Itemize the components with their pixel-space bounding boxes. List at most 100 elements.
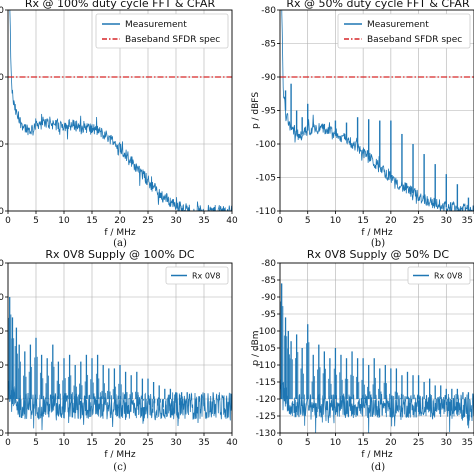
x-tick-label: 0 <box>5 438 11 448</box>
chart-panel-a: 0 5 10 15 20 25 30 35 40 10 00 90 80 Rx @ 100% duty c… <box>0 0 238 249</box>
legend-label: Rx 0V8 <box>192 272 221 281</box>
y-tick-label: 120 <box>0 395 4 405</box>
legend-box <box>337 13 471 49</box>
chart-panel-c: 0 5 10 15 20 25 30 35 40 130 120 110 100 90 80 Rx 0V8 S… <box>0 248 238 473</box>
y-tick-label: -130 <box>256 429 277 439</box>
x-tick-label: 25 <box>413 438 424 448</box>
y-tick-label: -110 <box>256 207 277 217</box>
x-axis-label: f / MHz <box>104 228 135 238</box>
series-measurement <box>9 10 232 211</box>
x-tick-label: 10 <box>330 438 342 448</box>
y-tick-label: 80 <box>0 6 4 16</box>
x-tick-label: 10 <box>58 216 70 226</box>
y-axis-label: p / dBFS <box>251 92 261 129</box>
panel-caption: (d) <box>371 462 385 473</box>
chart-title: Rx @ 100% duty cycle FFT & CFAR <box>25 0 216 10</box>
x-tick-label: 5 <box>33 438 39 448</box>
legend: Measurement Baseband SFDR spec <box>95 13 229 49</box>
chart-panel-b: 0 5 10 15 20 25 30 35 -110 -105 -100 -95 -90 -85 -80 Rx… <box>251 0 474 249</box>
x-tick-label: 25 <box>142 438 153 448</box>
series-measurement <box>281 10 474 211</box>
legend-label: Measurement <box>367 20 429 30</box>
x-tick-label: 10 <box>58 438 70 448</box>
y-tick-label: -90 <box>261 293 276 303</box>
chart-title: Rx 0V8 Supply @ 50% DC <box>307 248 450 261</box>
y-axis-label: p / dBm <box>251 330 261 365</box>
y-tick-label: -105 <box>256 174 276 184</box>
y-tick-label: -95 <box>261 107 276 117</box>
y-tick-label: -105 <box>256 344 276 354</box>
x-axis-label: f / MHz <box>104 450 135 460</box>
chart-panel-d: 0 5 10 15 20 25 30 35 -130 -125 -120 -115 -110 -105 -1… <box>251 248 474 473</box>
x-tick-label: 20 <box>114 438 126 448</box>
legend-label: Measurement <box>125 20 187 30</box>
legend: Measurement Baseband SFDR spec <box>337 13 471 49</box>
x-tick-label: 40 <box>226 216 238 226</box>
y-tick-label: -80 <box>261 6 276 16</box>
x-tick-label: 30 <box>170 438 182 448</box>
x-tick-label: 0 <box>277 438 283 448</box>
x-tick-label: 20 <box>385 216 397 226</box>
legend-label: Rx 0V8 <box>434 272 463 281</box>
x-tick-label: 25 <box>413 216 424 226</box>
x-tick-label: 0 <box>5 216 11 226</box>
series-group <box>8 10 232 211</box>
x-tick-label: 35 <box>462 438 473 448</box>
x-tick-label: 5 <box>33 216 39 226</box>
x-tick-label: 35 <box>462 216 473 226</box>
x-axis-label: f / MHz <box>361 228 392 238</box>
y-tick-label: -125 <box>256 412 276 422</box>
y-tick-label: -85 <box>261 40 276 50</box>
y-tick-label: -85 <box>261 276 276 286</box>
y-tick-label: -120 <box>256 395 277 405</box>
legend-label: Baseband SFDR spec <box>367 35 462 45</box>
x-tick-label: 30 <box>441 438 453 448</box>
x-tick-label: 25 <box>142 216 153 226</box>
legend-box <box>407 266 471 285</box>
x-tick-label: 5 <box>305 438 311 448</box>
panel-caption: (c) <box>113 462 127 473</box>
x-tick-label: 15 <box>357 216 368 226</box>
chart-title: Rx 0V8 Supply @ 100% DC <box>45 248 195 261</box>
legend-box <box>95 13 229 49</box>
panel-caption: (a) <box>113 238 127 249</box>
legend-box <box>165 266 229 285</box>
y-tick-label: -100 <box>256 140 277 150</box>
x-tick-label: 10 <box>330 216 342 226</box>
y-tick-label: -95 <box>261 310 276 320</box>
x-tick-label: 15 <box>86 438 97 448</box>
y-tick-label: 00 <box>0 140 4 150</box>
y-tick-label: 90 <box>0 293 4 303</box>
y-tick-label: 130 <box>0 429 4 439</box>
y-tick-label: 80 <box>0 259 4 269</box>
x-tick-label: 35 <box>198 216 209 226</box>
x-tick-label: 15 <box>86 216 97 226</box>
x-tick-label: 0 <box>277 216 283 226</box>
legend: Rx 0V8 <box>165 266 229 285</box>
y-tick-label: -110 <box>256 361 277 371</box>
y-tick-label: 100 <box>0 327 4 337</box>
x-tick-label: 40 <box>226 438 238 448</box>
y-tick-label: -80 <box>261 259 276 269</box>
series-group <box>8 297 232 431</box>
legend-label: Baseband SFDR spec <box>125 35 220 45</box>
x-tick-label: 20 <box>114 216 126 226</box>
y-tick-label: -90 <box>261 73 276 83</box>
series-noise-floor <box>8 380 232 431</box>
series-group <box>280 10 474 211</box>
chart-title: Rx @ 50% duty cycle FFT & CFAR <box>286 0 470 10</box>
x-tick-label: 20 <box>385 438 397 448</box>
x-axis-label: f / MHz <box>361 450 392 460</box>
x-tick-label: 35 <box>198 438 209 448</box>
y-tick-label: 10 <box>0 207 4 217</box>
panel-caption: (b) <box>371 238 385 249</box>
y-tick-label: 90 <box>0 73 4 83</box>
y-tick-label: -115 <box>256 378 276 388</box>
x-tick-label: 15 <box>357 438 368 448</box>
x-tick-label: 5 <box>305 216 311 226</box>
x-tick-label: 30 <box>441 216 453 226</box>
legend: Rx 0V8 <box>407 266 471 285</box>
series-group <box>280 283 474 433</box>
y-tick-label: 110 <box>0 361 4 371</box>
